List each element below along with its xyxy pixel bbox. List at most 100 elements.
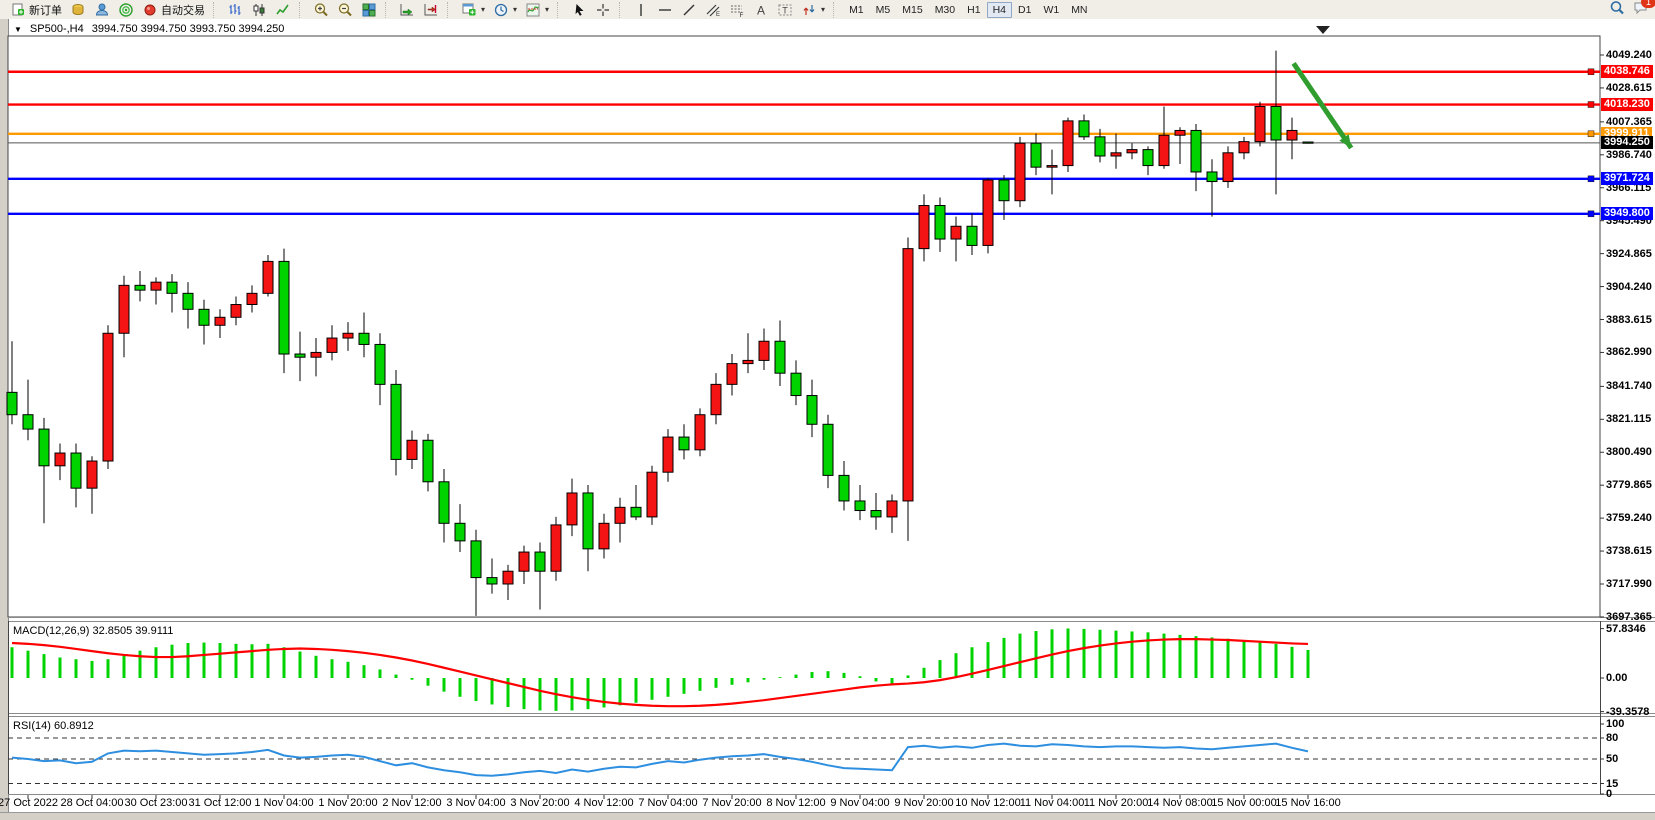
timeframe-m30-button[interactable]: M30 (934, 3, 956, 16)
timeframe-m5-button[interactable]: M5 (875, 3, 891, 16)
price-axis-tick: 4007.365 (1606, 115, 1652, 128)
line-chart-button[interactable] (271, 1, 295, 19)
timeframe-m1-button[interactable]: M1 (849, 3, 864, 16)
time-axis-label: 7 Nov 20:00 (702, 797, 762, 809)
channel-button[interactable]: E (701, 1, 725, 19)
bar-chart-button[interactable] (223, 1, 247, 19)
svg-text:E: E (716, 12, 720, 18)
time-axis-label: 9 Nov 04:00 (830, 797, 890, 809)
timeframe-mn-button[interactable]: MN (1071, 3, 1088, 16)
price-axis-tick: 3924.865 (1606, 247, 1652, 260)
price-line-badge: 3949.800 (1601, 206, 1653, 220)
indicators-button[interactable]: ▾ (521, 1, 553, 19)
tile-windows-button[interactable] (357, 1, 381, 19)
new-order-icon (10, 2, 26, 18)
window-left-frame (0, 19, 9, 812)
cursor-button[interactable] (567, 1, 591, 19)
macd-axis-tick: 57.8346 (1606, 622, 1646, 635)
chart-shift-icon (423, 2, 439, 18)
time-axis-label: 1 Nov 20:00 (318, 797, 378, 809)
toolbar-separator (299, 1, 307, 18)
time-axis-label: 9 Nov 20:00 (894, 797, 954, 809)
new-order-button[interactable]: 新订单 (6, 1, 66, 19)
news-icon (118, 2, 134, 18)
svg-text:T: T (782, 5, 788, 15)
macd-label: MACD(12,26,9) 32.8505 39.9111 (13, 625, 174, 637)
toolbar-separator (213, 1, 221, 18)
price-axis-tick: 3966.115 (1606, 181, 1652, 194)
time-axis-label: 11 Nov 04:00 (1019, 797, 1085, 809)
autotrade-button[interactable]: 自动交易 (138, 1, 209, 19)
zoom-out-icon (337, 2, 353, 18)
auto-scroll-button[interactable] (395, 1, 419, 19)
price-line-badge: 3971.724 (1601, 171, 1653, 185)
price-axis-tick: 3779.865 (1606, 479, 1652, 492)
price-axis-tick: 4028.615 (1606, 81, 1652, 94)
time-axis-label: 7 Nov 04:00 (638, 797, 698, 809)
chart-symbol-period: SP500-,H4 (29, 23, 84, 35)
text-label-button[interactable]: T (773, 1, 797, 19)
text-label-icon: T (777, 2, 793, 18)
market-data-button[interactable] (66, 1, 90, 19)
arrows-button[interactable]: ▾ (797, 1, 829, 19)
svg-text:F: F (740, 12, 744, 18)
time-axis-label: 8 Nov 12:00 (766, 797, 826, 809)
indicators-icon (525, 2, 541, 18)
market-data-icon (70, 2, 86, 18)
crosshair-icon (595, 2, 611, 18)
community-button[interactable] (90, 1, 114, 19)
price-axis-tick: 3717.990 (1606, 578, 1652, 590)
chat-badge: 1 (1641, 0, 1655, 8)
time-axis-label: 15 Nov 16:00 (1275, 797, 1341, 809)
search-button[interactable] (1609, 0, 1625, 19)
price-axis-tick: 3738.615 (1606, 545, 1652, 558)
price-axis-tick: 3841.740 (1606, 380, 1652, 393)
timeframe-d1-button[interactable]: D1 (1018, 3, 1032, 16)
time-axis-label: 28 Oct 04:00 (60, 797, 124, 809)
timeframe-w1-button[interactable]: W1 (1043, 3, 1060, 16)
price-axis-tick: 3821.115 (1606, 413, 1652, 426)
price-axis-tick: 3986.740 (1606, 148, 1652, 161)
timeframe-m15-button[interactable]: M15 (902, 3, 923, 16)
profiles-button[interactable]: ▾ (489, 1, 521, 19)
fibonacci-button[interactable]: F (725, 1, 749, 19)
timeframe-h1-button[interactable]: H1 (967, 3, 981, 16)
toolbar-separator (447, 1, 455, 18)
news-button[interactable] (114, 1, 138, 19)
candlestick-chart-button[interactable] (247, 1, 271, 19)
toolbar-separator (385, 1, 393, 18)
rsi-axis-tick: 15 (1606, 777, 1619, 790)
text-button[interactable]: A (749, 1, 773, 19)
chart-title: ▼ SP500-,H4 3994.750 3994.750 3993.750 3… (14, 23, 284, 35)
chart-window (0, 19, 1655, 812)
timeframe-h4-button[interactable]: H4 (986, 1, 1012, 18)
zoom-in-button[interactable] (309, 1, 333, 19)
new-chart-button[interactable]: ▾ (457, 1, 489, 19)
price-axis-tick: 4049.240 (1606, 49, 1652, 61)
autotrade-icon (142, 2, 158, 18)
candlestick-chart-icon (251, 2, 267, 18)
rsi-label: RSI(14) 60.8912 (13, 720, 94, 732)
chevron-down-icon: ▾ (481, 5, 486, 14)
time-axis-label: 10 Nov 12:00 (955, 797, 1021, 809)
chevron-down-icon: ▾ (513, 5, 518, 14)
auto-scroll-icon (399, 2, 415, 18)
time-axis-label: 30 Oct 23:00 (124, 797, 188, 809)
trendline-button[interactable] (677, 1, 701, 19)
time-axis-label: 27 Oct 2022 (0, 797, 58, 809)
crosshair-button[interactable] (591, 1, 615, 19)
vertical-line-button[interactable] (629, 1, 653, 19)
price-axis-tick: 3904.240 (1606, 280, 1652, 293)
rsi-axis-tick: 80 (1606, 732, 1619, 744)
horizontal-line-button[interactable] (653, 1, 677, 19)
time-axis-label: 2 Nov 12:00 (382, 797, 442, 809)
chat-button[interactable]: 1 (1633, 0, 1655, 19)
toolbar-separator (557, 1, 565, 18)
chart-shift-button[interactable] (419, 1, 443, 19)
chart-title-collapse-icon[interactable]: ▼ (14, 24, 22, 34)
new-order-button-label: 新订单 (29, 4, 62, 17)
zoom-out-button[interactable] (333, 1, 357, 19)
time-axis-label: 3 Nov 20:00 (510, 797, 570, 809)
rsi-axis-tick: 0 (1606, 788, 1613, 800)
